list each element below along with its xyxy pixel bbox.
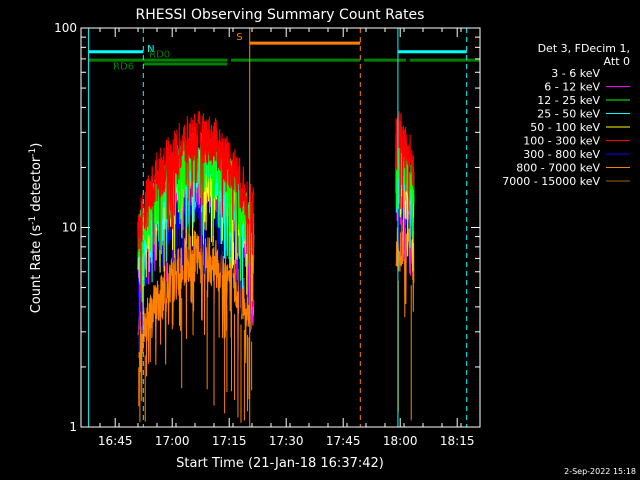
y-tick-label: 1: [69, 420, 77, 434]
y-axis-label-mid: detector: [29, 156, 44, 216]
y-axis-label-main: Count Rate (s: [29, 225, 44, 314]
legend-entry: 50 - 100 keV: [530, 121, 630, 134]
data-layer: [137, 111, 415, 423]
legend-entry-label: 6 - 12 keV: [544, 81, 600, 94]
legend-entry: 800 - 7000 keV: [516, 162, 630, 175]
legend-entry-label: 100 - 300 keV: [523, 135, 600, 148]
x-tick-label: 17:45: [326, 434, 361, 448]
y-axis-label-sup: -1: [28, 216, 38, 225]
axis-layer: 16:45 17:00 17:15 17:30 17:45 18:00 18:15 1 10 10…: [54, 21, 481, 448]
legend-header-2: Att 0: [604, 55, 630, 68]
legend-entry: 6 - 12 keV: [544, 81, 630, 94]
series-5-segment-2-line: [395, 133, 415, 239]
y-axis-label-sup2: -1: [28, 148, 38, 157]
legend-entry: 300 - 800 keV: [523, 148, 630, 161]
legend-entry-label: 800 - 7000 keV: [516, 162, 600, 175]
series-0-segment-1-line: [137, 230, 255, 402]
y-tick-label: 10: [62, 221, 77, 235]
event-lines-layer: [88, 28, 468, 427]
legend-entry: 25 - 50 keV: [537, 108, 630, 121]
legend-header-1: Det 3, FDecim 1,: [538, 42, 630, 55]
flag-label-n: N: [147, 44, 154, 55]
series-6-segment-2-line: [395, 111, 415, 212]
x-tick-label: 18:15: [440, 434, 475, 448]
legend-entry: 100 - 300 keV: [523, 135, 630, 148]
y-axis-label-end: ): [29, 143, 44, 148]
legend-entry-label: 12 - 25 keV: [537, 94, 600, 107]
x-tick-label: 17:00: [155, 434, 190, 448]
chart-title: RHESSI Observing Summary Count Rates: [136, 7, 425, 23]
flag-label-rd6: RD6: [113, 61, 134, 72]
y-tick-label: 100: [54, 21, 77, 35]
legend-entry-label: 25 - 50 keV: [537, 108, 600, 121]
generation-timestamp: 2-Sep-2022 15:18: [564, 467, 636, 476]
y-axis-label: Count Rate (s-1 detector-1): [28, 143, 44, 314]
legend-entry-label: 7000 - 15000 keV: [502, 175, 600, 188]
x-tick-label: 17:30: [269, 434, 304, 448]
legend-entry: 7000 - 15000 keV: [502, 175, 630, 188]
legend-entry-label: 50 - 100 keV: [530, 121, 600, 134]
flag-label-s: S: [236, 32, 242, 43]
legend-entry: 3 - 6 keV: [551, 67, 630, 80]
flag-label-rd0: RD0: [149, 50, 170, 61]
x-tick-label: 18:00: [383, 434, 418, 448]
series-6-segment-1-line: [137, 111, 255, 293]
x-tick-label: 16:45: [98, 434, 133, 448]
x-tick-label: 17:15: [212, 434, 247, 448]
legend-entry-label: 300 - 800 keV: [523, 148, 600, 161]
legend-entry-label: 3 - 6 keV: [551, 67, 600, 80]
x-axis-label: Start Time (21-Jan-18 16:37:42): [176, 456, 384, 471]
legend-entry: 12 - 25 keV: [537, 94, 630, 107]
